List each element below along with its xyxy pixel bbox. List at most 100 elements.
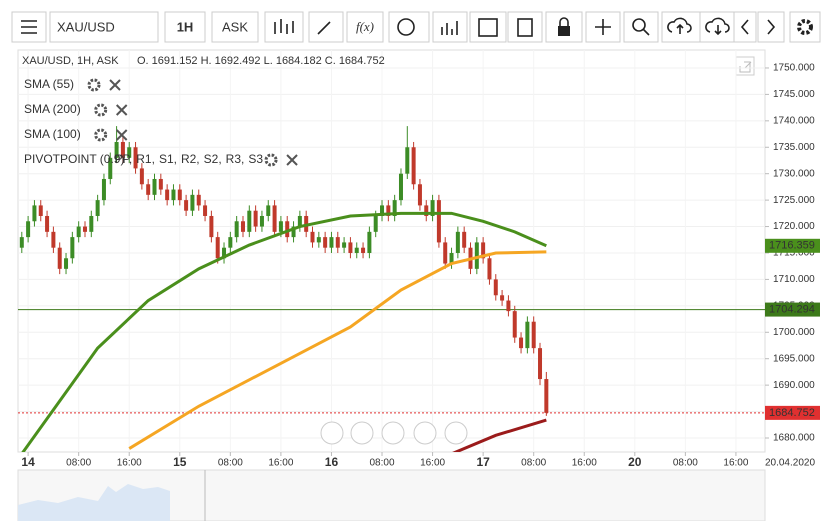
legend-settings[interactable] [94,128,108,142]
candle-body [51,231,56,248]
indicator-line [452,418,547,452]
candle-body [519,337,524,349]
y-tick-label: 1710.000 [773,274,815,285]
nav-forward[interactable] [444,421,468,445]
legend-remove[interactable] [115,129,128,141]
candle-body [411,147,416,185]
info-button[interactable] [388,11,430,43]
price-tag-label: 1704.294 [769,303,815,315]
candle-body [310,231,315,243]
candle-body [512,311,517,338]
candle-body [455,231,460,253]
settings-button[interactable] [789,11,821,43]
prev-button[interactable] [733,11,757,43]
legend: SMA (55) SMA (200) SMA (100) PIVOTPOINT (0.… [24,77,298,167]
candle-body [474,242,479,269]
price-tag-label: 1684.752 [769,407,815,419]
y-tick-label: 1740.000 [773,115,815,126]
nav-zoom-out[interactable] [350,421,374,445]
legend-settings[interactable] [87,78,101,92]
function-button[interactable] [346,11,384,43]
x-tick-label: 08:00 [66,458,91,469]
nav-reset[interactable] [381,421,405,445]
candle-body [342,242,347,248]
candle-body [493,279,498,296]
side-button[interactable] [211,11,259,43]
candle-body [133,147,138,169]
chart-type-icon [274,19,294,34]
zoom-button[interactable] [623,11,659,43]
candle-body [70,237,75,259]
candle-body [506,300,511,312]
price-tag-label: 1716.359 [769,240,815,252]
candle-body [209,215,214,238]
candle-body [481,242,486,259]
candle-body [76,226,81,238]
popout-icon [739,61,752,73]
lock-shackle [559,17,569,26]
candle-body [291,226,296,238]
candle-body [101,178,106,201]
nav-buttons [320,421,468,445]
legend-entry: SMA (55) [24,77,74,91]
pivot-level: S3 [248,152,263,166]
pivot-level: R1, [136,152,155,166]
candle-body [380,205,385,216]
navigator-area [18,484,170,521]
legend-settings[interactable] [94,103,108,117]
timeframe: 1H [177,19,194,34]
timeframe-button[interactable] [164,11,206,43]
next-button[interactable] [757,11,785,43]
candle-body [424,205,429,216]
x-tick-label: 16 [325,455,339,469]
nav-back[interactable] [320,421,344,445]
candle-body [139,168,144,185]
candle-body [177,189,182,201]
candle-body [19,237,24,248]
candle-body [57,247,62,269]
candle-body [329,237,334,248]
candle-body [171,189,176,201]
candle-body [196,194,201,206]
legend-settings[interactable] [264,153,278,167]
legend-remove[interactable] [109,79,121,91]
y-tick-label: 1695.000 [773,353,815,364]
date-label: 20.04.2020 [765,458,815,469]
upload-icon [667,17,692,34]
candle-body [253,210,258,227]
toolbar: XAU/USD 1H ASK f(x) [11,11,821,43]
ohlc-text: O. 1691.152 H. 1692.492 L. 1684.182 C. 1… [137,55,385,67]
zoom-handle [642,28,650,36]
candle-body [190,194,195,211]
zoom-icon [632,18,646,32]
x-tick-label: 16:00 [268,458,293,469]
report-button[interactable] [507,11,543,43]
candle-body [278,221,283,232]
y-tick-label: 1690.000 [773,380,815,391]
y-tick-label: 1720.000 [773,221,815,232]
function-label: f(x) [356,19,374,34]
x-tick-label: 08:00 [673,458,698,469]
legend-entry: SMA (200) [24,102,81,116]
calendar-icon [478,18,498,37]
candle-body [266,205,271,216]
candle-body [297,215,302,227]
symbol: XAU/USD [57,19,115,34]
legend-remove[interactable] [115,104,128,116]
download-icon [705,17,730,36]
indicator-line [128,250,547,450]
nav-zoom-in[interactable] [413,421,437,445]
candle-body [373,215,378,232]
calendar-button[interactable] [469,11,507,43]
y-tick-label: 1735.000 [773,142,815,153]
symbol-box[interactable] [49,11,159,43]
x-tick-label: 20 [628,455,642,469]
bars-button[interactable] [432,11,468,43]
candle-body [165,189,170,201]
chart-type-button[interactable] [264,11,304,43]
legend-remove[interactable] [286,154,298,166]
candle-body [398,173,403,201]
candle-body [114,141,119,158]
pivot-level: S1, [159,152,177,166]
settings-icon [797,19,813,35]
